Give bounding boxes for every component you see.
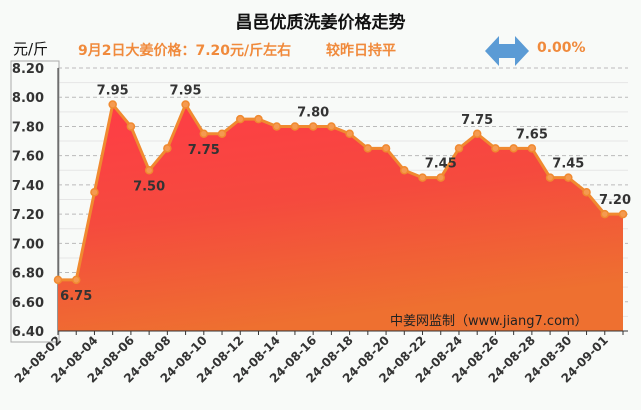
data-point — [236, 114, 245, 124]
data-label: 7.75 — [188, 143, 220, 158]
data-point — [418, 173, 427, 182]
data-point — [126, 122, 136, 131]
data-label: 7.65 — [516, 127, 548, 142]
data-point — [327, 122, 336, 131]
data-point — [181, 100, 190, 109]
data-point — [272, 122, 281, 131]
data-point — [217, 129, 227, 138]
data-label: 7.95 — [97, 84, 129, 99]
y-tick-label: 7.80 — [12, 120, 44, 135]
data-label: 7.95 — [170, 84, 202, 99]
y-tick-label: 6.80 — [12, 267, 44, 282]
y-tick-label: 6.60 — [12, 296, 44, 311]
data-point — [436, 173, 445, 182]
price-text: 9月2日大姜价格：7.20元/斤左右 — [78, 43, 292, 59]
data-point — [600, 209, 610, 219]
chart-title: 昌邑优质洗姜价格走势 — [235, 13, 406, 33]
data-point — [90, 187, 99, 197]
area-fill — [58, 104, 623, 332]
watermark: 中姜网监制（www.jiang7.com） — [390, 314, 588, 329]
data-point — [71, 275, 81, 285]
y-axis-unit: 元/斤 — [13, 40, 49, 58]
data-point — [53, 275, 63, 285]
data-label: 7.45 — [552, 157, 584, 172]
double-arrow-icon — [485, 36, 529, 66]
data-point — [254, 114, 263, 124]
y-tick-label: 7.40 — [12, 179, 44, 194]
y-tick-label: 7.20 — [12, 208, 44, 223]
data-point — [400, 166, 409, 175]
data-point — [454, 144, 464, 153]
data-point — [491, 144, 500, 153]
data-point — [144, 166, 154, 175]
y-tick-label: 8.00 — [12, 91, 44, 106]
data-point — [564, 173, 573, 182]
data-label: 7.75 — [461, 113, 493, 128]
data-point — [108, 100, 117, 109]
data-point — [582, 187, 591, 197]
data-label: 7.50 — [133, 179, 165, 194]
data-point — [345, 129, 354, 138]
data-point — [308, 122, 318, 131]
y-tick-label: 7.00 — [12, 237, 44, 252]
change-percent: 0.00% — [537, 40, 586, 56]
data-point — [290, 122, 300, 131]
data-point — [363, 144, 373, 153]
data-point — [163, 144, 172, 153]
data-point — [545, 173, 555, 182]
data-label: 7.45 — [425, 157, 457, 172]
y-tick-label: 6.40 — [12, 325, 44, 340]
data-point — [381, 144, 391, 153]
data-point — [199, 129, 209, 138]
data-point — [472, 129, 482, 138]
data-point — [618, 209, 628, 219]
data-point — [509, 144, 518, 153]
data-label: 7.20 — [599, 193, 631, 208]
y-tick-label: 7.60 — [12, 150, 44, 165]
data-label: 7.80 — [297, 105, 329, 120]
data-point — [527, 144, 537, 153]
compare-text: 较昨日持平 — [326, 43, 396, 59]
y-axis-selection-box — [10, 60, 60, 343]
y-tick-label: 8.20 — [12, 62, 44, 77]
data-label: 6.75 — [60, 289, 92, 304]
